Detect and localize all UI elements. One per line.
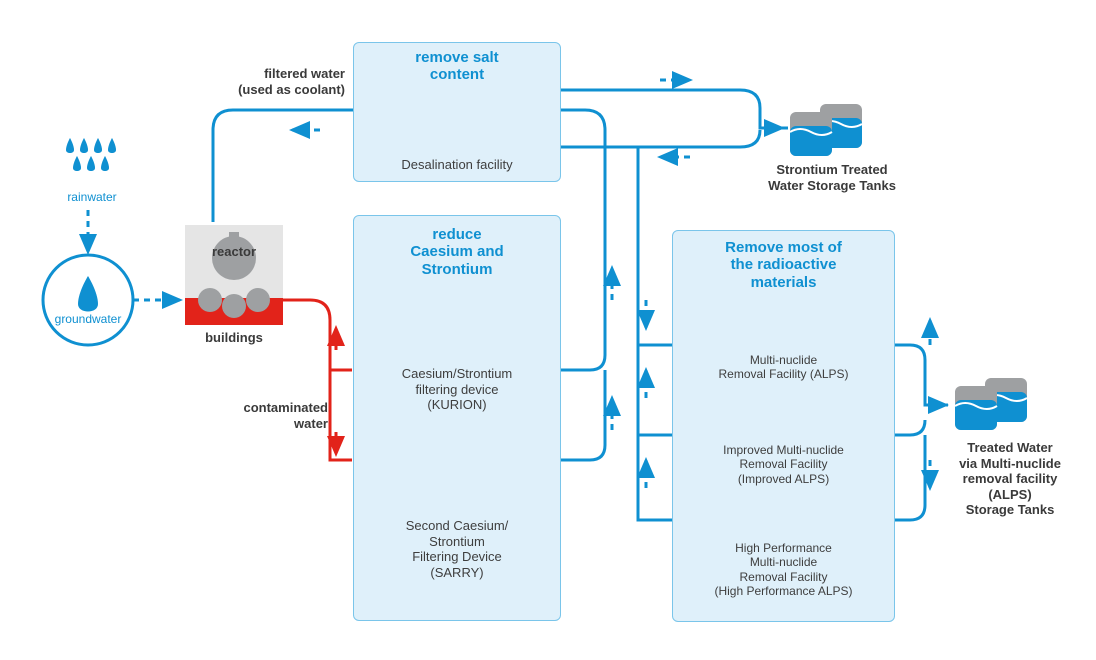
t: filtering device bbox=[415, 382, 498, 397]
t: filtered water bbox=[264, 66, 345, 81]
t: via Multi-nuclide bbox=[959, 456, 1061, 471]
t: Storage Tanks bbox=[966, 502, 1055, 517]
t: materials bbox=[751, 274, 817, 291]
t: Multi-nuclide bbox=[750, 555, 817, 569]
box2-item2: Second Caesium/ Strontium Filtering Devi… bbox=[354, 518, 560, 580]
label-treated-tanks: Treated Water via Multi-nuclide removal … bbox=[930, 440, 1090, 518]
t: Filtering Device bbox=[412, 549, 502, 564]
groundwater-icon bbox=[43, 255, 133, 345]
t: content bbox=[430, 66, 484, 83]
reactor-icon bbox=[185, 225, 283, 325]
label-buildings: buildings bbox=[185, 330, 283, 346]
t: contaminated bbox=[243, 400, 328, 415]
t: reduce bbox=[432, 226, 481, 243]
label-filtered-water: filtered water (used as coolant) bbox=[205, 66, 345, 97]
diagram-stage: remove salt content Desalination facilit… bbox=[0, 0, 1096, 660]
box3-item2: Improved Multi-nuclide Removal Facility … bbox=[673, 443, 894, 486]
t: Improved Multi-nuclide bbox=[723, 443, 844, 457]
rainwater-icon bbox=[66, 135, 116, 171]
label-reactor: reactor bbox=[185, 244, 283, 260]
box-caesium-strontium: reduce Caesium and Strontium Caesium/Str… bbox=[353, 215, 561, 621]
label-groundwater: groundwater bbox=[44, 312, 132, 326]
t: removal facility bbox=[963, 471, 1058, 486]
label-rainwater: rainwater bbox=[52, 190, 132, 204]
t: Removal Facility bbox=[739, 457, 827, 471]
box3-item3: High Performance Multi-nuclide Removal F… bbox=[673, 541, 894, 599]
box3-title: Remove most of the radioactive materials bbox=[673, 239, 894, 291]
t: High Performance bbox=[735, 541, 832, 555]
label-contaminated: contaminated water bbox=[208, 400, 328, 431]
box3-item1: Multi-nuclide Removal Facility (ALPS) bbox=[673, 353, 894, 382]
t: Multi-nuclide bbox=[750, 353, 817, 367]
t: Caesium and bbox=[410, 243, 503, 260]
t: the radioactive bbox=[731, 256, 837, 273]
t: Strontium bbox=[422, 261, 493, 278]
t: Treated Water bbox=[967, 440, 1053, 455]
box-desalination-sub: Desalination facility bbox=[354, 157, 560, 173]
t: Water Storage Tanks bbox=[768, 178, 896, 193]
t: Caesium/Strontium bbox=[402, 366, 513, 381]
t: remove salt bbox=[415, 49, 498, 66]
label-strontium-tanks: Strontium Treated Water Storage Tanks bbox=[742, 162, 922, 193]
t: Removal Facility bbox=[739, 570, 827, 584]
t: (SARRY) bbox=[430, 565, 483, 580]
box2-title: reduce Caesium and Strontium bbox=[354, 226, 560, 278]
box-desalination-title: remove salt content bbox=[354, 49, 560, 84]
strontium-tanks-icon bbox=[790, 104, 862, 156]
t: (KURION) bbox=[427, 397, 486, 412]
t: (Improved ALPS) bbox=[738, 472, 829, 486]
t: Second Caesium/ bbox=[406, 518, 509, 533]
t: Remove most of bbox=[725, 239, 842, 256]
treated-tanks-icon bbox=[955, 378, 1027, 430]
box-desalination: remove salt content Desalination facilit… bbox=[353, 42, 561, 182]
t: (ALPS) bbox=[988, 487, 1031, 502]
box-alps: Remove most of the radioactive materials… bbox=[672, 230, 895, 622]
t: water bbox=[294, 416, 328, 431]
t: Strontium Treated bbox=[776, 162, 887, 177]
t: (High Performance ALPS) bbox=[714, 584, 852, 598]
t: Removal Facility (ALPS) bbox=[718, 367, 848, 381]
box2-item1: Caesium/Strontium filtering device (KURI… bbox=[354, 366, 560, 413]
t: Strontium bbox=[429, 534, 485, 549]
t: (used as coolant) bbox=[238, 82, 345, 97]
